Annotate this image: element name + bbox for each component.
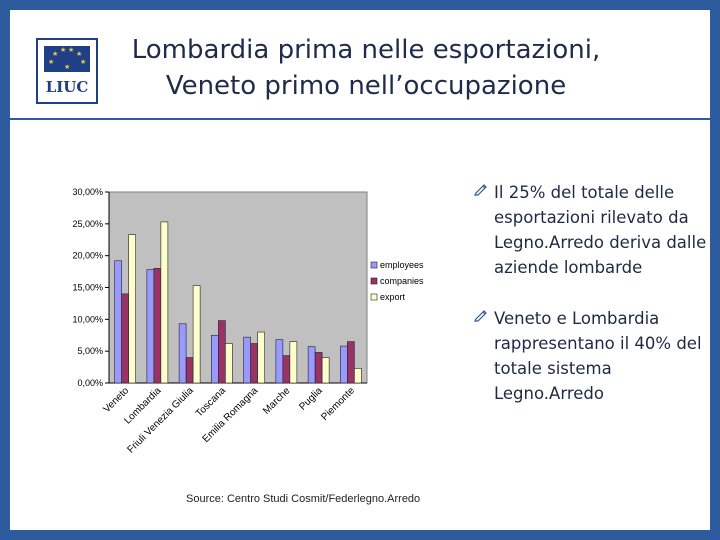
svg-text:★: ★ (52, 50, 58, 58)
svg-text:★: ★ (80, 58, 86, 66)
bar-employees (211, 334, 219, 384)
pencil-arrow-icon (474, 310, 487, 322)
bar-export (192, 285, 201, 384)
bar-employees (340, 345, 348, 384)
chart-svg: 0,00% 5,00% 10,00% 15,00% 20,00% 25,00% 30,00%… (72, 187, 424, 456)
liuc-logo: ★ ★ ★ ★ ★ ★ ★ LIUC (36, 38, 98, 104)
y-tick-label: 30,00% (72, 187, 103, 197)
bullet-item: Il 25% del totale delle esportazioni ril… (474, 180, 710, 280)
bar-employees (178, 323, 187, 384)
bar-export (160, 221, 169, 384)
x-tick-label: Piemonte (319, 385, 357, 423)
bar-employees (307, 346, 316, 384)
title-line-1: Lombardia prima nelle esportazioni, (131, 35, 601, 65)
bar-companies (185, 357, 194, 384)
bar-companies (250, 343, 258, 384)
bar-employees (243, 336, 251, 384)
legend-swatch (370, 293, 378, 301)
title-line-2: Veneto primo nell’occupazione (165, 71, 567, 101)
y-tick-label: 25,00% (72, 219, 103, 229)
bar-employees (146, 269, 155, 384)
slide: ★ ★ ★ ★ ★ ★ ★ LIUC Lombardia prima nelle esp… (10, 10, 710, 530)
bar-export (128, 234, 136, 384)
y-tick-label: 0,00% (77, 378, 103, 388)
bar-chart: 0,00% 5,00% 10,00% 15,00% 20,00% 25,00% 30,00%… (34, 170, 454, 510)
bullet-text: Il 25% del totale delle esportazioni ril… (494, 183, 707, 277)
bar-export (321, 357, 330, 384)
bar-companies (314, 352, 323, 384)
bar-employees (114, 260, 122, 384)
slide-title: Lombardia prima nelle esportazioni, Vene… (106, 32, 626, 104)
legend-swatch (370, 261, 378, 269)
x-tick-label: Emilia Romagna (201, 385, 261, 445)
svg-text:★: ★ (64, 63, 70, 71)
y-tick-label: 20,00% (72, 251, 103, 261)
bar-employees (275, 339, 284, 384)
bullet-list: Il 25% del totale delle esportazioni ril… (474, 180, 710, 432)
svg-text:★: ★ (60, 46, 66, 54)
x-tick-label: Marche (261, 385, 293, 417)
y-tick-label: 15,00% (72, 283, 103, 293)
svg-text:★: ★ (68, 46, 74, 54)
bar-companies (153, 268, 162, 384)
chart-source: Source: Centro Studi Cosmit/Federlegno.A… (186, 493, 421, 505)
bar-companies (218, 320, 226, 384)
bar-companies (121, 293, 129, 384)
bar-export (354, 368, 362, 384)
bar-export (289, 341, 298, 384)
legend-label: export (380, 292, 406, 302)
svg-text:★: ★ (76, 50, 82, 58)
legend-swatch (370, 277, 378, 285)
bar-companies (347, 341, 355, 384)
bullet-item: Veneto e Lombardia rappresentano il 40% … (474, 306, 710, 406)
bar-export (225, 343, 233, 384)
bar-export (257, 331, 265, 384)
legend-label: companies (380, 276, 424, 286)
pencil-arrow-icon (474, 184, 487, 196)
x-tick-label: Puglia (297, 385, 325, 413)
legend-label: employees (380, 260, 424, 270)
bullet-text: Veneto e Lombardia rappresentano il 40% … (494, 309, 702, 403)
svg-text:★: ★ (48, 58, 54, 66)
header-divider (10, 118, 710, 120)
slide-header: ★ ★ ★ ★ ★ ★ ★ LIUC Lombardia prima nelle esp… (10, 10, 710, 118)
x-tick-label: Veneto (101, 385, 131, 415)
y-tick-label: 10,00% (72, 314, 103, 324)
bar-companies (282, 355, 291, 384)
y-tick-label: 5,00% (77, 346, 103, 356)
logo-text: LIUC (46, 78, 89, 96)
